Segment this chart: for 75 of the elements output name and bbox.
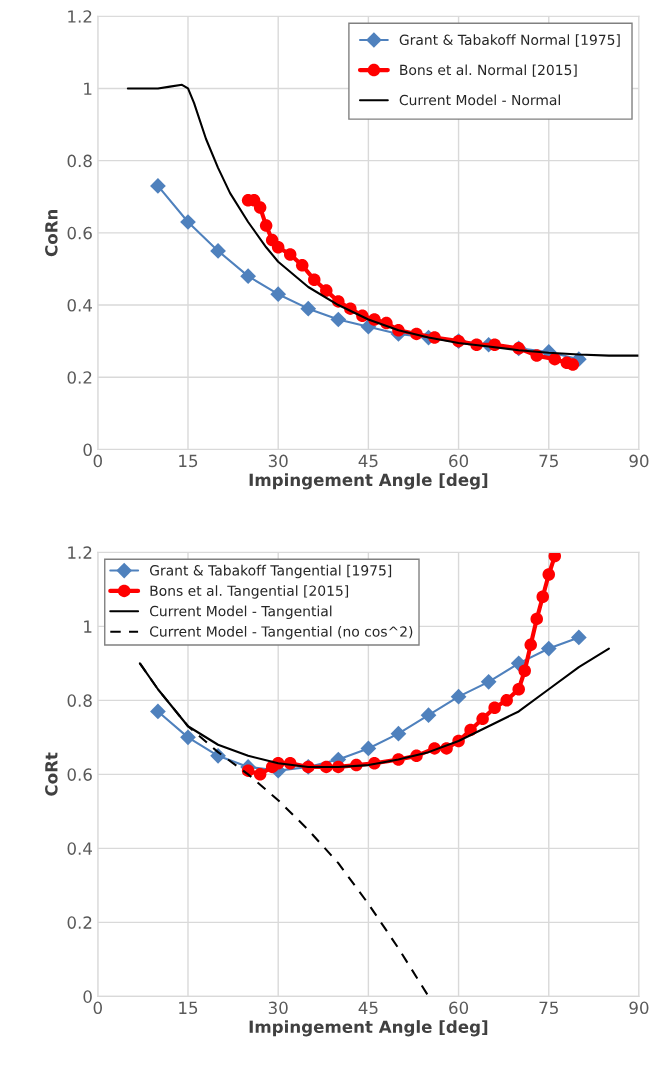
point xyxy=(320,284,333,297)
point xyxy=(259,219,273,232)
y-axis-title: CoRt xyxy=(45,752,58,796)
x-tick-label: 0 xyxy=(93,1001,102,1015)
y-tick-label: 1.2 xyxy=(68,546,92,559)
x-tick-label: 0 xyxy=(93,454,102,468)
legend-label: Current Model - Tangential xyxy=(149,605,332,620)
x-tick-label: 30 xyxy=(268,454,288,468)
point xyxy=(283,248,297,261)
x-tick-label: 45 xyxy=(358,1001,378,1015)
x-tick-label: 75 xyxy=(539,1001,558,1015)
point xyxy=(512,682,525,696)
x-tick-label: 15 xyxy=(179,454,198,468)
point xyxy=(566,358,580,371)
point xyxy=(548,552,562,563)
point xyxy=(210,243,226,259)
point xyxy=(530,612,543,626)
point xyxy=(180,214,196,230)
point xyxy=(518,664,531,677)
point xyxy=(488,701,501,714)
x-tick-label: 75 xyxy=(539,454,558,468)
y-tick-label: 0.4 xyxy=(67,842,92,855)
x-tick-label: 30 xyxy=(268,1001,288,1015)
x-tick-label: 90 xyxy=(629,454,649,468)
point xyxy=(270,286,287,303)
legend-label: Grant & Tabakoff Tangential [1975] xyxy=(149,564,392,579)
y-tick-label: 0.8 xyxy=(67,694,92,707)
point xyxy=(480,673,497,690)
point xyxy=(536,590,549,603)
x-tick-label: 90 xyxy=(629,1001,649,1015)
y-tick-label: 1 xyxy=(84,620,92,633)
point xyxy=(450,688,467,705)
y-tick-label: 0.2 xyxy=(67,371,92,384)
point xyxy=(390,725,407,742)
point xyxy=(500,694,513,707)
legend-label: Current Model - Tangential (no cos^2) xyxy=(149,625,413,640)
point xyxy=(271,241,285,254)
point xyxy=(180,729,196,746)
point xyxy=(150,703,166,720)
point xyxy=(253,201,267,214)
y-tick-label: 0 xyxy=(83,990,92,1003)
legend-label: Grant & Tabakoff Normal [1975] xyxy=(399,34,620,47)
point xyxy=(253,768,267,781)
legend-label: Bons et al. Tangential [2015] xyxy=(150,585,349,599)
x-tick-label: 45 xyxy=(358,454,378,468)
point xyxy=(150,178,166,194)
point xyxy=(295,259,309,272)
y-axis-title: CoRn xyxy=(45,209,58,257)
point xyxy=(548,352,562,366)
y-tick-label: 0.4 xyxy=(67,299,92,312)
y-tick-label: 0.2 xyxy=(67,916,92,929)
y-tick-label: 1.2 xyxy=(68,10,92,23)
legend-label: Current Model - Normal xyxy=(399,94,560,106)
legend-label: Bons et al. Normal [2015] xyxy=(400,64,577,77)
y-tick-label: 1 xyxy=(84,82,92,95)
point xyxy=(420,707,437,723)
point xyxy=(540,640,557,657)
x-axis-title: Impingement Angle [deg] xyxy=(249,473,488,490)
point xyxy=(542,568,556,581)
point xyxy=(308,273,321,287)
x-tick-label: 15 xyxy=(179,1001,198,1015)
y-tick-label: 0.6 xyxy=(67,226,92,240)
point xyxy=(360,740,377,757)
y-tick-label: 0 xyxy=(83,443,92,457)
y-tick-label: 0.6 xyxy=(67,768,92,781)
point xyxy=(524,638,537,652)
x-tick-label: 60 xyxy=(449,454,469,468)
point xyxy=(330,311,347,328)
y-tick-label: 0.8 xyxy=(67,154,92,168)
point xyxy=(476,712,489,726)
x-axis-title: Impingement Angle [deg] xyxy=(249,1020,488,1037)
point xyxy=(240,268,256,285)
x-tick-label: 60 xyxy=(449,1001,469,1015)
point xyxy=(570,629,587,646)
point xyxy=(300,300,317,317)
